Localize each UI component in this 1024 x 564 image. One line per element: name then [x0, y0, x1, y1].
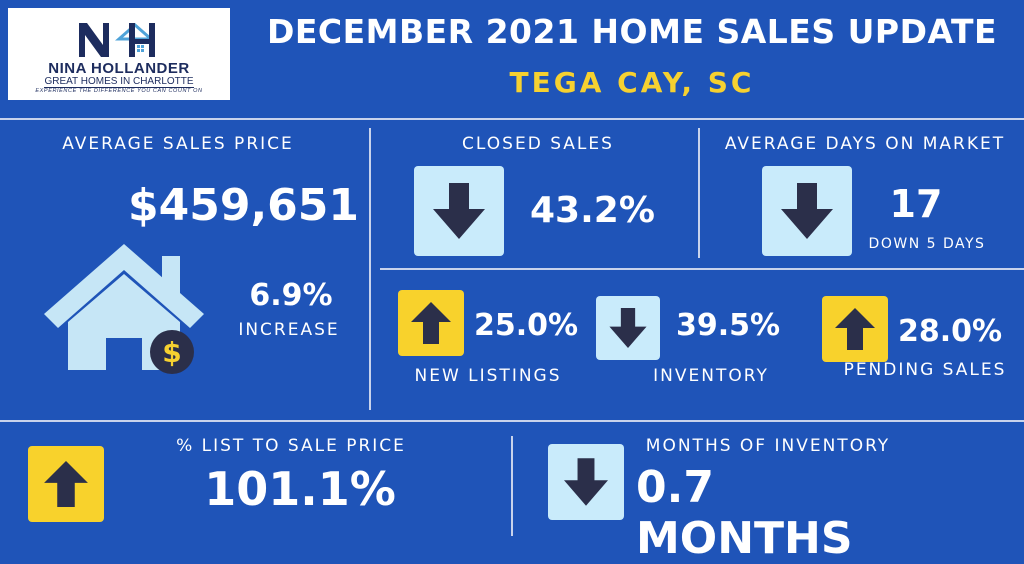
- days-on-market-note: DOWN 5 DAYS: [868, 236, 986, 252]
- logo-tagline: GREAT HOMES IN CHARLOTTE: [44, 76, 194, 88]
- inventory-arrow-box: [596, 296, 660, 360]
- pending-sales-label: PENDING SALES: [843, 360, 1007, 380]
- arrow-down-icon: [609, 308, 647, 348]
- top-right-divider: [698, 128, 700, 258]
- logo: NINA HOLLANDER GREAT HOMES IN CHARLOTTE …: [8, 8, 230, 100]
- closed-sales-arrow-box: [414, 166, 504, 256]
- house-dollar-icon: $: [44, 244, 204, 374]
- pending-sales-arrow-box: [822, 296, 888, 362]
- days-on-market-label: AVERAGE DAYS ON MARKET: [724, 134, 1006, 154]
- list-to-sale-label: % LIST TO SALE PRICE: [176, 436, 406, 456]
- bottom-column-divider: [511, 436, 513, 536]
- closed-sales-value: 43.2%: [530, 190, 655, 231]
- nh-logo-icon: [79, 23, 155, 57]
- inventory-label: INVENTORY: [653, 366, 769, 386]
- new-listings-value: 25.0%: [474, 308, 579, 343]
- inventory-value: 39.5%: [676, 308, 781, 343]
- avg-price-change-label: INCREASE: [238, 320, 340, 340]
- months-inventory-value: 0.7 MONTHS: [636, 462, 853, 564]
- header-divider: [0, 118, 1024, 120]
- page-title: DECEMBER 2021 HOME SALES UPDATE: [266, 12, 998, 51]
- days-on-market-arrow-box: [762, 166, 852, 256]
- arrow-down-icon: [564, 458, 608, 506]
- logo-name: NINA HOLLANDER: [48, 60, 190, 77]
- left-column-divider: [369, 128, 371, 410]
- pending-sales-value: 28.0%: [898, 314, 1003, 349]
- svg-text:$: $: [162, 336, 181, 369]
- logo-slogan: EXPERIENCE THE DIFFERENCE YOU CAN COUNT …: [35, 88, 203, 94]
- closed-sales-label: CLOSED SALES: [462, 134, 614, 154]
- avg-price-label: AVERAGE SALES PRICE: [62, 134, 294, 154]
- arrow-up-icon: [411, 302, 451, 344]
- days-on-market-value: 17: [889, 182, 943, 226]
- new-listings-label: NEW LISTINGS: [414, 366, 562, 386]
- list-to-sale-arrow-box: [28, 446, 104, 522]
- months-inventory-label: MONTHS OF INVENTORY: [645, 436, 891, 456]
- location-subtitle: TEGA CAY, SC: [509, 66, 755, 99]
- avg-price-value: $459,651: [128, 180, 360, 231]
- arrow-up-icon: [44, 461, 88, 507]
- months-inventory-arrow-box: [548, 444, 624, 520]
- avg-price-change: 6.9%: [249, 278, 333, 313]
- new-listings-arrow-box: [398, 290, 464, 356]
- arrow-down-icon: [433, 183, 485, 239]
- arrow-up-icon: [835, 308, 875, 350]
- mid-right-divider: [380, 268, 1024, 270]
- arrow-down-icon: [781, 183, 833, 239]
- list-to-sale-value: 101.1%: [204, 462, 396, 516]
- bottom-divider: [0, 420, 1024, 422]
